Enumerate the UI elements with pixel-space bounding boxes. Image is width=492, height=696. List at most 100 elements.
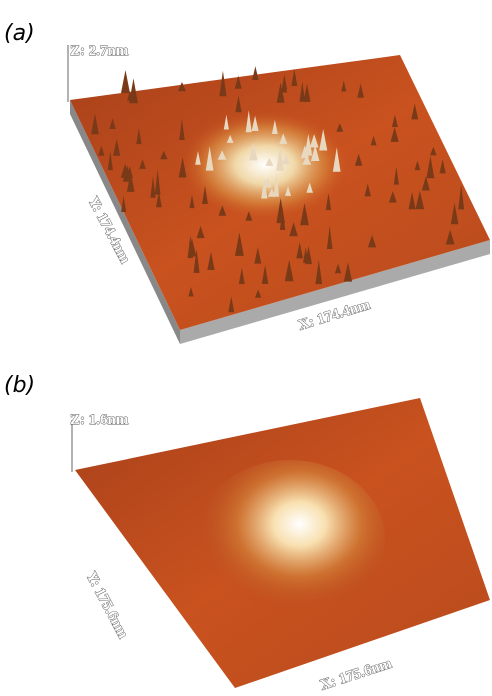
spike — [303, 83, 311, 102]
spike — [129, 78, 138, 104]
spike — [252, 66, 259, 81]
spike — [276, 82, 285, 103]
spike — [332, 147, 341, 172]
spike — [426, 155, 435, 179]
spike — [219, 70, 227, 97]
spike — [421, 176, 430, 191]
spike — [187, 238, 197, 257]
spike — [120, 69, 130, 94]
spike — [202, 185, 208, 205]
panel-b: (b) Z: 1.6nm Y: 175.6nm X: 175.6nm — [4, 373, 490, 694]
z-label: Z: 1.6nm — [70, 412, 129, 428]
spike — [336, 123, 344, 132]
spike — [315, 260, 323, 285]
spike — [179, 118, 185, 141]
spike — [189, 194, 195, 209]
spike — [245, 211, 253, 221]
spike — [265, 157, 274, 166]
spike — [113, 138, 121, 156]
panel-label: (b) — [4, 373, 35, 398]
spike — [357, 83, 364, 98]
spike — [238, 267, 245, 285]
spike — [281, 74, 288, 90]
spike — [177, 81, 186, 92]
spike — [439, 159, 446, 174]
spike — [296, 242, 304, 259]
spike — [195, 151, 201, 165]
spike — [364, 183, 371, 197]
spike — [334, 263, 342, 274]
spike — [91, 113, 99, 135]
spike — [254, 247, 262, 264]
spike — [279, 208, 286, 230]
spike — [411, 103, 419, 120]
spike — [284, 259, 294, 282]
spike — [150, 176, 156, 198]
spike — [285, 185, 292, 196]
spike — [367, 235, 377, 248]
spike — [136, 128, 142, 145]
spike — [254, 289, 262, 298]
spike — [205, 146, 214, 171]
spike — [109, 118, 116, 129]
spike — [248, 142, 258, 161]
spike — [370, 135, 377, 146]
spike — [291, 69, 298, 87]
spike — [414, 160, 421, 171]
spike — [263, 178, 272, 188]
spike — [160, 150, 168, 160]
spike — [223, 114, 229, 130]
spike — [276, 146, 285, 171]
spike — [289, 222, 298, 237]
spike — [261, 265, 269, 284]
spike — [98, 145, 105, 156]
spike — [450, 202, 459, 225]
spike — [234, 75, 242, 89]
spike — [281, 82, 288, 93]
spike — [279, 133, 288, 145]
spike — [302, 155, 312, 165]
spike — [445, 229, 455, 245]
spike — [188, 286, 194, 297]
spike — [193, 248, 200, 273]
spike — [388, 191, 397, 203]
spike — [271, 119, 278, 135]
spike — [120, 163, 130, 178]
spike — [218, 205, 227, 216]
x-label: X: 175.6nm — [318, 656, 394, 694]
spike — [326, 225, 333, 250]
spike — [354, 153, 363, 166]
spike — [251, 115, 259, 131]
spike — [261, 178, 268, 199]
spike — [228, 296, 235, 313]
spike — [390, 126, 399, 142]
spike — [303, 246, 309, 263]
spike — [310, 144, 320, 161]
spike — [139, 159, 146, 169]
panel-a: (a) Z: 2.7nm Y: 174.4nm X: 174.4nm — [4, 21, 490, 344]
spike — [341, 80, 347, 92]
spike — [267, 188, 276, 197]
spike — [154, 169, 161, 195]
spike — [458, 184, 465, 210]
spike — [391, 114, 398, 128]
spike — [299, 81, 306, 102]
spike — [306, 182, 313, 193]
spike — [235, 95, 242, 113]
spike — [226, 134, 234, 143]
spike — [300, 203, 309, 226]
spike — [217, 150, 227, 160]
spike — [155, 191, 162, 208]
bump — [195, 460, 385, 620]
spike — [309, 134, 319, 148]
spike — [319, 128, 328, 151]
spike — [245, 110, 252, 133]
spike — [415, 190, 425, 210]
spike — [234, 232, 244, 256]
spike — [127, 91, 133, 101]
spike — [306, 141, 312, 152]
spike — [121, 195, 127, 213]
spike — [393, 166, 399, 185]
surface-side — [180, 240, 490, 344]
